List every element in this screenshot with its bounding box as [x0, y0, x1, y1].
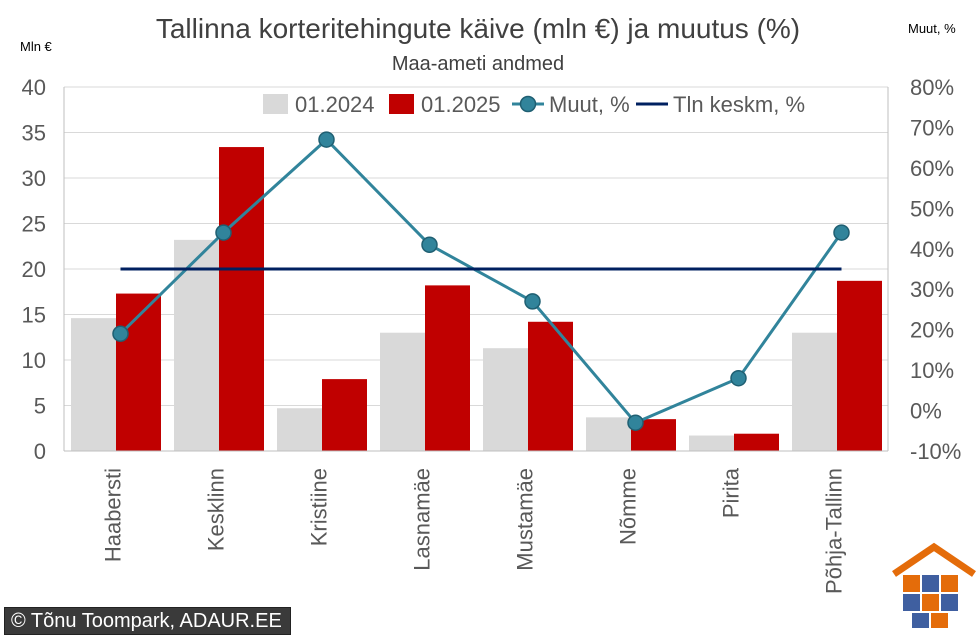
- change-point: [730, 369, 747, 387]
- change-point: [112, 325, 129, 342]
- right-tick-label: 50%: [910, 196, 954, 221]
- category-label: Kristiine: [307, 468, 332, 546]
- left-tick-label: 25: [22, 212, 46, 237]
- bar-01-2024-5: [586, 417, 631, 451]
- change-point: [833, 224, 850, 241]
- right-axis-unit-label: Muut, %: [908, 21, 956, 36]
- right-tick-label: 40%: [910, 237, 954, 262]
- chart-subtitle: Maa-ameti andmed: [392, 53, 564, 75]
- bars: [71, 147, 882, 451]
- legend-label: Muut, %: [549, 92, 630, 117]
- legend: 01.2024 01.2025 Muut, % Tln keskm, %: [263, 92, 805, 117]
- left-tick-label: 20: [22, 257, 46, 282]
- chart-title: Tallinna korteritehingute käive (mln €) …: [156, 13, 800, 44]
- series-line-change: [119, 137, 843, 425]
- lines: [112, 131, 850, 431]
- bar-01-2025-0: [116, 293, 161, 451]
- legend-swatch: [263, 94, 288, 114]
- bar-01-2024-2: [277, 408, 322, 451]
- right-tick-label: 60%: [910, 156, 954, 181]
- left-tick-label: 15: [22, 303, 46, 328]
- category-label: Haabersti: [101, 468, 126, 562]
- copyright-credit: © Tõnu Toompark, ADAUR.EE: [4, 607, 291, 635]
- bar-01-2025-3: [425, 285, 470, 451]
- right-tick-label: 70%: [910, 115, 954, 140]
- legend-label: Tln keskm, %: [673, 92, 805, 117]
- legend-swatch: [389, 94, 414, 114]
- change-point: [215, 224, 232, 241]
- change-point: [627, 414, 644, 431]
- right-tick-label: 10%: [910, 358, 954, 383]
- bar-01-2025-1: [219, 147, 264, 451]
- bar-01-2025-7: [837, 280, 882, 451]
- left-tick-label: 40: [22, 75, 46, 100]
- bar-01-2025-4: [528, 321, 573, 451]
- legend-label: 01.2025: [421, 92, 501, 117]
- category-label: Pirita: [719, 467, 744, 518]
- right-tick-label: 0%: [910, 399, 942, 424]
- change-point: [318, 131, 335, 148]
- category-label: Kesklinn: [204, 468, 229, 551]
- right-tick-label: 20%: [910, 318, 954, 343]
- left-tick-label: 10: [22, 348, 46, 373]
- adaur-logo: [892, 542, 976, 628]
- category-label: Lasnamäe: [410, 468, 435, 571]
- left-tick-label: 35: [22, 121, 46, 146]
- category-label: Nõmme: [616, 468, 641, 545]
- bar-01-2025-2: [322, 379, 367, 451]
- left-tick-label: 0: [34, 439, 46, 464]
- legend-label: 01.2024: [295, 92, 375, 117]
- bar-01-2024-7: [792, 332, 837, 451]
- bar-01-2024-6: [689, 435, 734, 451]
- bar-01-2024-1: [174, 239, 219, 451]
- category-label: Põhja-Tallinn: [822, 468, 847, 594]
- bar-01-2024-0: [71, 318, 116, 451]
- axes: 0 5 10 15 20 25 30 35 40 -10% 0% 10% 20% 30% 40% 50% 60%…: [22, 75, 962, 594]
- category-label: Mustamäe: [513, 468, 538, 571]
- legend-marker: [519, 95, 537, 113]
- left-axis-unit-label: Mln €: [20, 39, 53, 54]
- right-tick-label: 30%: [910, 277, 954, 302]
- left-tick-label: 30: [22, 166, 46, 191]
- bar-01-2024-3: [380, 332, 425, 451]
- change-point: [421, 236, 438, 253]
- left-tick-label: 5: [34, 394, 46, 419]
- bar-01-2024-4: [483, 348, 528, 451]
- change-point: [524, 293, 541, 310]
- right-tick-label: 80%: [910, 75, 954, 100]
- bar-01-2025-6: [734, 433, 779, 451]
- right-tick-label: -10%: [910, 439, 961, 464]
